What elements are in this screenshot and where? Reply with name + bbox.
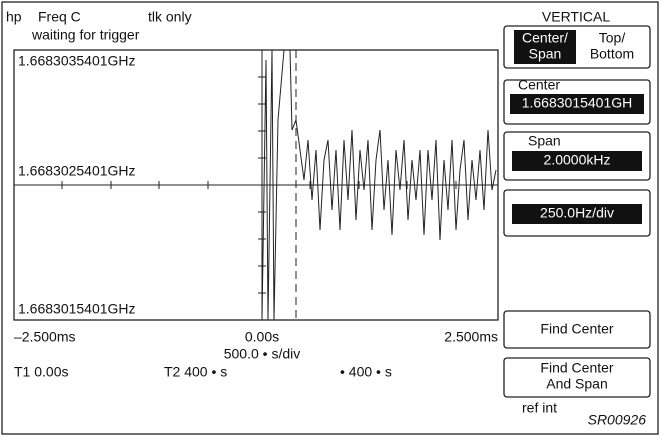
button[interactable] — [503, 131, 651, 181]
find-center-softkey[interactable]: Find Center — [503, 310, 651, 349]
button[interactable] — [503, 189, 651, 237]
button-label[interactable]: And Span — [546, 376, 608, 392]
option-text[interactable]: Top/ — [599, 30, 626, 46]
marker-t2: T2 400 • s — [164, 364, 227, 380]
value-box — [510, 94, 644, 114]
y-label: 1.6683015401GHz — [18, 301, 136, 317]
button[interactable] — [503, 79, 651, 125]
field-label: Center — [518, 77, 560, 93]
brand: hp — [6, 9, 22, 25]
softkey-title: VERTICAL — [542, 9, 610, 25]
x-label: 2.500ms — [444, 329, 498, 345]
selected-option[interactable] — [514, 30, 576, 64]
x-label: 0.00s — [245, 329, 279, 345]
mode: Freq C — [38, 9, 81, 25]
value-box — [512, 151, 642, 171]
button[interactable] — [503, 357, 651, 398]
button[interactable] — [503, 310, 651, 349]
find-center-span-softkey[interactable]: Find Center And Span — [503, 357, 651, 398]
button[interactable] — [503, 25, 651, 69]
button-label[interactable]: Find Center — [540, 321, 613, 337]
message: waiting for trigger — [31, 27, 140, 43]
reference: ref int — [522, 400, 557, 416]
value-box — [512, 204, 642, 224]
marker-t1: T1 0.00s — [14, 364, 68, 380]
option-text[interactable]: Center/ — [522, 30, 568, 46]
status: tlk only — [148, 9, 192, 25]
button-label[interactable]: Find Center — [540, 360, 613, 376]
field-label: Span — [528, 133, 561, 149]
mode-softkey[interactable]: Center/ Span Top/ Bottom — [503, 25, 651, 69]
marker-delta: • 400 • s — [340, 364, 392, 380]
field-value: 2.0000kHz — [544, 152, 611, 168]
field-value: 1.6683015401GH — [522, 95, 633, 111]
trace — [261, 49, 497, 321]
per-div-softkey[interactable]: 250.0Hz/div — [503, 189, 651, 237]
figure-id: SR00926 — [588, 412, 647, 428]
option-text[interactable]: Span — [529, 46, 562, 62]
x-scale: 500.0 • s/div — [224, 346, 301, 362]
option-text[interactable]: Bottom — [590, 46, 634, 62]
center-softkey[interactable]: Center 1.6683015401GH — [503, 77, 651, 125]
field-value: 250.0Hz/div — [540, 205, 614, 221]
y-label: 1.6683025401GHz — [18, 163, 136, 179]
x-label: –2.500ms — [14, 329, 75, 345]
y-label: 1.6683035401GHz — [18, 53, 136, 69]
span-softkey[interactable]: Span 2.0000kHz — [503, 131, 651, 181]
